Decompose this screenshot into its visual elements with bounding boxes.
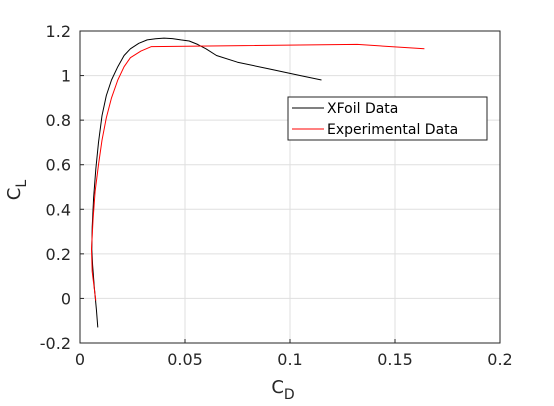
y-tick-label: 1.2	[46, 22, 71, 41]
x-tick-label: 0.05	[167, 350, 203, 369]
y-tick-label: 1	[61, 67, 71, 86]
x-tick-label: 0.15	[377, 350, 413, 369]
y-axis-label: CL	[4, 180, 30, 201]
tick-layer: 0 0.05 0.1 0.15 0.2-0.200.20.40.60.811.2	[40, 22, 513, 369]
y-tick-label: 0.6	[46, 156, 71, 175]
legend-label-xfoil: XFoil Data	[327, 101, 398, 117]
y-tick-label: 0.2	[46, 245, 71, 264]
x-axis-label: CD	[271, 377, 294, 403]
legend-label-experimental: Experimental Data	[327, 122, 458, 138]
y-tick-label: 0	[61, 289, 71, 308]
series-line-experimental	[92, 44, 425, 300]
y-tick-label: -0.2	[40, 334, 71, 353]
x-tick-label: 0.1	[277, 350, 302, 369]
x-tick-label: 0	[75, 350, 85, 369]
legend: XFoil Data Experimental Data	[288, 97, 487, 140]
x-tick-label: 0.2	[487, 350, 512, 369]
y-tick-label: 0.4	[46, 200, 71, 219]
series-line-xfoil	[92, 38, 322, 327]
series-layer	[92, 38, 425, 327]
y-tick-label: 0.8	[46, 111, 71, 130]
grid-layer	[80, 31, 500, 343]
